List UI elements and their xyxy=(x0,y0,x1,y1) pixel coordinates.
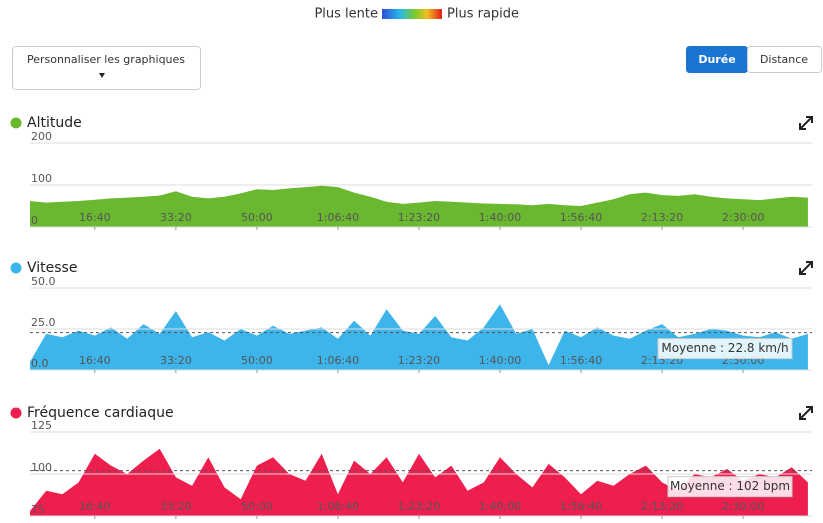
x-tick-label: 33:20 xyxy=(160,500,192,513)
x-tick-label: 2:13:20 xyxy=(641,211,683,224)
speed-gradient xyxy=(382,9,442,19)
average-box xyxy=(667,476,793,498)
y-tick-label: 0 xyxy=(31,214,38,227)
x-tick-label: 33:20 xyxy=(160,211,192,224)
x-tick-label: 1:56:40 xyxy=(560,354,602,367)
y-tick-label: 100 xyxy=(31,461,52,474)
legend-fast: Plus rapide xyxy=(447,7,519,22)
chart-title: Fréquence cardiaque xyxy=(27,405,174,421)
x-tick-label: 33:20 xyxy=(160,354,192,367)
chart-title: Vitesse xyxy=(27,260,77,276)
tab-distance[interactable] xyxy=(747,46,822,73)
y-tick-label: 0.0 xyxy=(31,357,49,370)
area xyxy=(30,448,808,516)
customize-label: Personnaliser les graphiques xyxy=(27,53,185,66)
x-tick-label: 2:30:00 xyxy=(722,500,764,513)
x-tick-label: 16:40 xyxy=(79,500,111,513)
y-tick-label: 200 xyxy=(31,130,52,143)
series-dot xyxy=(10,407,22,419)
x-tick-label: 50:00 xyxy=(241,354,273,367)
x-tick-label: 1:06:40 xyxy=(317,354,359,367)
x-tick-label: 2:13:20 xyxy=(641,500,683,513)
x-tick-label: 1:40:00 xyxy=(479,500,521,513)
legend-slow: Plus lente xyxy=(314,7,378,22)
y-tick-label: 75 xyxy=(31,503,45,516)
x-tick-label: 16:40 xyxy=(79,354,111,367)
x-tick-label: 1:56:40 xyxy=(560,211,602,224)
average-box xyxy=(657,338,793,360)
x-tick-label: 1:06:40 xyxy=(317,211,359,224)
series-dot xyxy=(10,117,22,129)
average-label: Moyenne : 22.8 km/h xyxy=(661,341,788,355)
chart-title: Altitude xyxy=(27,115,82,131)
expand-icon[interactable] xyxy=(799,406,813,420)
x-tick-label: 2:30:00 xyxy=(722,211,764,224)
y-tick-label: 25.0 xyxy=(31,316,56,329)
x-tick-label: 16:40 xyxy=(79,211,111,224)
tab-label: Durée xyxy=(698,53,735,66)
x-tick-label: 1:23:20 xyxy=(398,354,440,367)
expand-icon[interactable] xyxy=(799,116,813,130)
x-tick-label: 1:40:00 xyxy=(479,211,521,224)
x-tick-label: 50:00 xyxy=(241,211,273,224)
area xyxy=(30,185,808,227)
x-tick-label: 50:00 xyxy=(241,500,273,513)
x-tick-label: 1:23:20 xyxy=(398,500,440,513)
x-tick-label: 1:40:00 xyxy=(479,354,521,367)
area xyxy=(30,304,808,370)
series-dot xyxy=(10,262,22,274)
expand-icon[interactable] xyxy=(799,261,813,275)
tab-label: Distance xyxy=(760,53,808,66)
y-tick-label: 125 xyxy=(31,419,52,432)
x-tick-label: 1:56:40 xyxy=(560,500,602,513)
y-tick-label: 50.0 xyxy=(31,275,56,288)
dropdown-arrow xyxy=(99,73,105,78)
x-tick-label: 1:23:20 xyxy=(398,211,440,224)
y-tick-label: 100 xyxy=(31,172,52,185)
x-tick-label: 1:06:40 xyxy=(317,500,359,513)
customize-button[interactable] xyxy=(12,46,201,90)
average-label: Moyenne : 102 bpm xyxy=(670,479,790,493)
